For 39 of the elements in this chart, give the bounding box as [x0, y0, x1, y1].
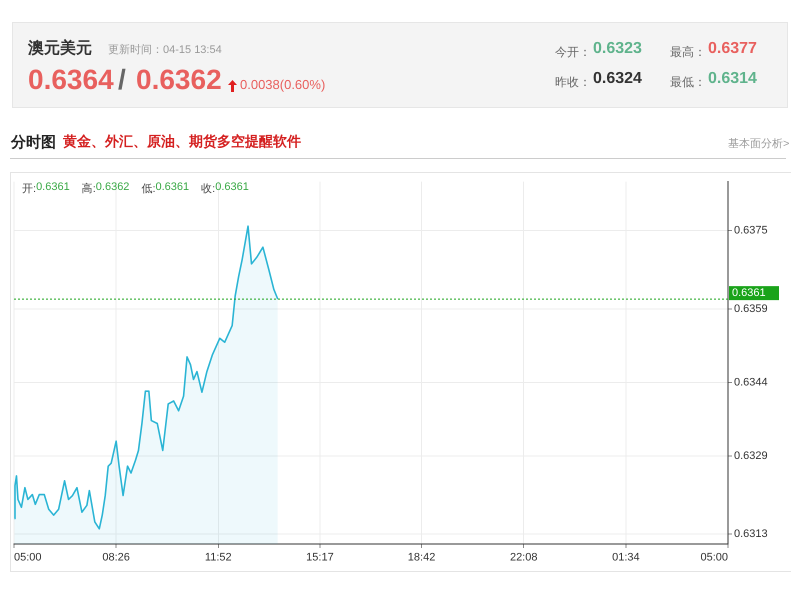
text: 0.6314: [708, 70, 757, 88]
text: 今开：: [555, 44, 591, 61]
x-tick-label: 08:26: [102, 552, 130, 564]
annotation: 开:: [22, 182, 36, 196]
x-tick-label: 01:34: [612, 552, 640, 564]
text: 分时图: [11, 133, 56, 152]
text: 昨收：: [555, 74, 591, 91]
text: 0.0038(0.60%): [240, 77, 326, 92]
x-tick-label: 22:08: [510, 552, 538, 564]
y-tick-label: 0.6359: [734, 302, 768, 315]
x-tick-label: 11:52: [204, 552, 232, 564]
annotation: 0.6362: [96, 181, 130, 193]
y-tick-label: 0.6329: [734, 450, 768, 462]
y-tick-label: 0.6344: [734, 376, 768, 388]
annotation: 高:: [82, 182, 96, 196]
x-tick-label: 05:00: [14, 552, 42, 564]
text: 黄金、外汇、原油、期货多空提醒软件: [63, 133, 301, 151]
text: 0.6377: [708, 40, 757, 58]
chart-subtitle: 更新时间：04-15 13:54: [108, 42, 222, 57]
text: 0.6324: [593, 70, 642, 88]
y-tick-label: 0.6375: [734, 224, 768, 237]
annotation: 低:: [141, 182, 156, 196]
chart-title: 澳元美元: [28, 38, 92, 59]
annotation: 收:: [201, 182, 216, 196]
x-tick-label: 18:42: [408, 552, 436, 564]
text: 0.6364: [28, 64, 114, 96]
annotation: 0.6361: [36, 181, 70, 193]
ref-line-label: 0.6361: [732, 287, 766, 300]
annotation: 0.6361: [156, 181, 190, 193]
x-tick-label: 15:17: [306, 552, 334, 564]
text: /: [118, 64, 126, 96]
text: 0.6362: [136, 64, 222, 96]
y-tick-label: 0.6313: [734, 528, 768, 540]
annotation: 0.6361: [215, 181, 249, 193]
text: 最低：: [670, 74, 706, 91]
text: 0.6323: [593, 40, 642, 58]
text: 最高：: [670, 44, 706, 61]
text: 基本面分析>: [728, 137, 790, 151]
x-tick-label: 05:00: [700, 552, 728, 564]
